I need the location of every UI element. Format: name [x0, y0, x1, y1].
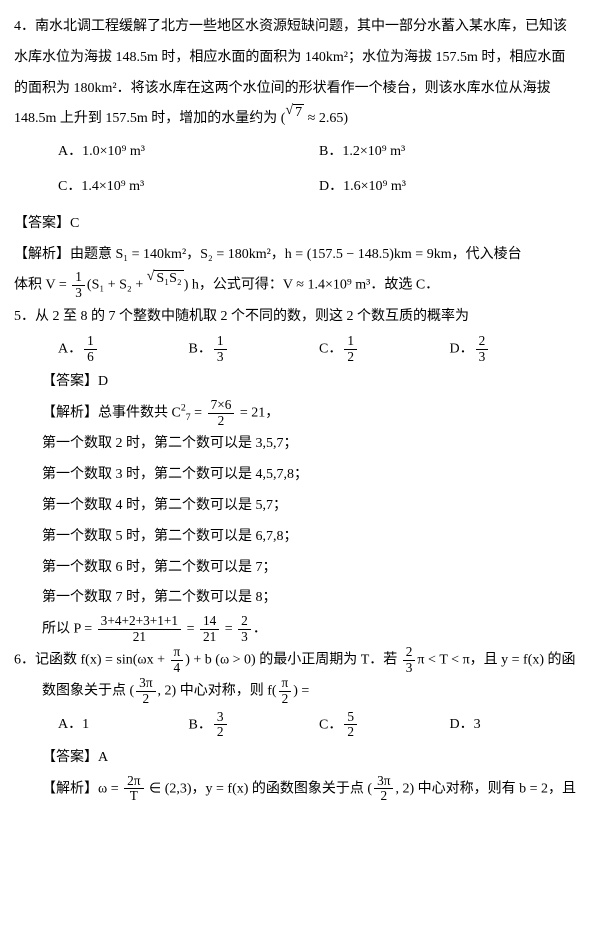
q6-option-a: A．1	[58, 710, 189, 741]
q4-options: A．1.0×10⁹ m³ B．1.2×10⁹ m³ C．1.4×10⁹ m³ D…	[14, 137, 580, 207]
q4-explain-line1: 【解析】由题意 S₁ = 140km²，S₂ = 180km²，h = (157…	[14, 240, 580, 271]
q5-explain-total: 【解析】总事件数共 C27 = 7×62 = 21，	[14, 398, 580, 429]
q5-option-c: C．12	[319, 334, 450, 365]
q6-number: 6．	[14, 653, 35, 668]
q4-stem-line3: 的面积为 180km²．将该水库在这两个水位间的形状看作一个棱台，则该水库水位从…	[14, 74, 580, 105]
q4-option-b: B．1.2×10⁹ m³	[319, 137, 580, 168]
q6-option-d: D．3	[450, 710, 581, 741]
q4-stem-line2: 水库水位为海拔 148.5m 时，相应水面的面积为 140km²；水位为海拔 1…	[14, 43, 580, 74]
q5-case-5: 第一个数取 6 时，第二个数可以是 7；	[14, 553, 580, 584]
q6-answer: 【答案】A	[14, 743, 580, 774]
q5-conclusion: 所以 P = 3+4+2+3+1+121 = 1421 = 23．	[14, 614, 580, 645]
q5-number: 5．	[14, 309, 35, 324]
sqrt-s1s2: S₁S₂	[154, 270, 183, 286]
q5-option-d: D．23	[450, 334, 581, 365]
radical-sign: √	[147, 269, 155, 284]
q6-stem-line1: 6．记函数 f(x) = sin(ωx + π4) + b (ω > 0) 的最…	[14, 645, 580, 676]
q5-case-3: 第一个数取 4 时，第二个数可以是 5,7；	[14, 491, 580, 522]
q6-option-c: C．52	[319, 710, 450, 741]
q6-option-b: B．32	[189, 710, 320, 741]
q5-answer: 【答案】D	[14, 367, 580, 398]
q4-option-a: A．1.0×10⁹ m³	[58, 137, 319, 168]
q5-case-1: 第一个数取 2 时，第二个数可以是 3,5,7；	[14, 429, 580, 460]
q5-case-4: 第一个数取 5 时，第二个数可以是 6,7,8；	[14, 522, 580, 553]
q5-case-6: 第一个数取 7 时，第二个数可以是 8；	[14, 583, 580, 614]
q5-stem: 5．从 2 至 8 的 7 个整数中随机取 2 个不同的数，则这 2 个数互质的…	[14, 302, 580, 333]
q4-explain-line2: 体积 V = 13(S₁ + S₂ + √S₁S₂) h，公式可得：V ≈ 1.…	[14, 270, 580, 301]
q5-case-2: 第一个数取 3 时，第二个数可以是 4,5,7,8；	[14, 460, 580, 491]
sqrt-7: 7	[293, 104, 304, 120]
q4-option-d: D．1.6×10⁹ m³	[319, 172, 580, 203]
q4-stem-line1: 4．南水北调工程缓解了北方一些地区水资源短缺问题，其中一部分水蓄入某水库，已知该	[14, 12, 580, 43]
q5-option-b: B．13	[189, 334, 320, 365]
q6-explain: 【解析】ω = 2πT ∈ (2,3)，y = f(x) 的函数图象关于点 (3…	[14, 774, 580, 805]
q6-stem-line2: 数图象关于点 (3π2, 2) 中心对称，则 f(π2) =	[14, 676, 580, 707]
radical-sign: √	[285, 103, 293, 118]
q4-option-c: C．1.4×10⁹ m³	[58, 172, 319, 203]
q4-number: 4．	[14, 19, 35, 34]
q4-answer: 【答案】C	[14, 209, 580, 240]
q5-option-a: A．16	[58, 334, 189, 365]
frac-1-3: 13	[72, 270, 85, 300]
q6-options: A．1 B．32 C．52 D．3	[14, 710, 580, 741]
q5-options: A．16 B．13 C．12 D．23	[14, 334, 580, 365]
q4-stem-line4: 148.5m 上升到 157.5m 时，增加的水量约为 (√7 ≈ 2.65)	[14, 104, 580, 135]
